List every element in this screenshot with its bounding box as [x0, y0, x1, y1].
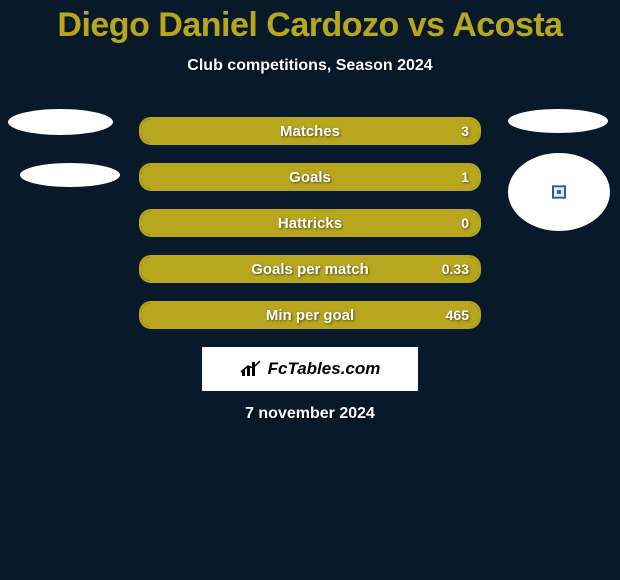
right-decor-group [508, 109, 610, 233]
stat-row-goals: Goals 1 [139, 163, 481, 191]
stat-label: Hattricks [141, 211, 479, 235]
date-text: 7 november 2024 [0, 405, 620, 423]
stat-label: Goals per match [141, 257, 479, 281]
stat-label: Matches [141, 119, 479, 143]
decor-circle [508, 153, 610, 231]
stat-label: Min per goal [141, 303, 479, 327]
stats-area: Matches 3 Goals 1 Hattricks 0 Goals per … [0, 117, 620, 423]
stat-row-min-per-goal: Min per goal 465 [139, 301, 481, 329]
placeholder-icon [552, 185, 566, 198]
subtitle: Club competitions, Season 2024 [0, 57, 620, 75]
stat-label: Goals [141, 165, 479, 189]
page-title: Diego Daniel Cardozo vs Acosta [0, 0, 620, 45]
decor-ellipse [8, 109, 113, 135]
decor-ellipse [508, 109, 608, 133]
stat-value: 3 [461, 119, 469, 143]
bar-chart-icon [240, 360, 262, 378]
stat-value: 0 [461, 211, 469, 235]
stat-row-matches: Matches 3 [139, 117, 481, 145]
decor-ellipse [20, 163, 120, 187]
stat-row-goals-per-match: Goals per match 0.33 [139, 255, 481, 283]
logo-box: FcTables.com [202, 347, 418, 391]
stat-value: 465 [446, 303, 469, 327]
stat-bars: Matches 3 Goals 1 Hattricks 0 Goals per … [139, 117, 481, 329]
logo-text: FcTables.com [268, 359, 381, 379]
stat-value: 1 [461, 165, 469, 189]
left-decor-group [8, 109, 120, 187]
stat-value: 0.33 [442, 257, 469, 281]
stat-row-hattricks: Hattricks 0 [139, 209, 481, 237]
